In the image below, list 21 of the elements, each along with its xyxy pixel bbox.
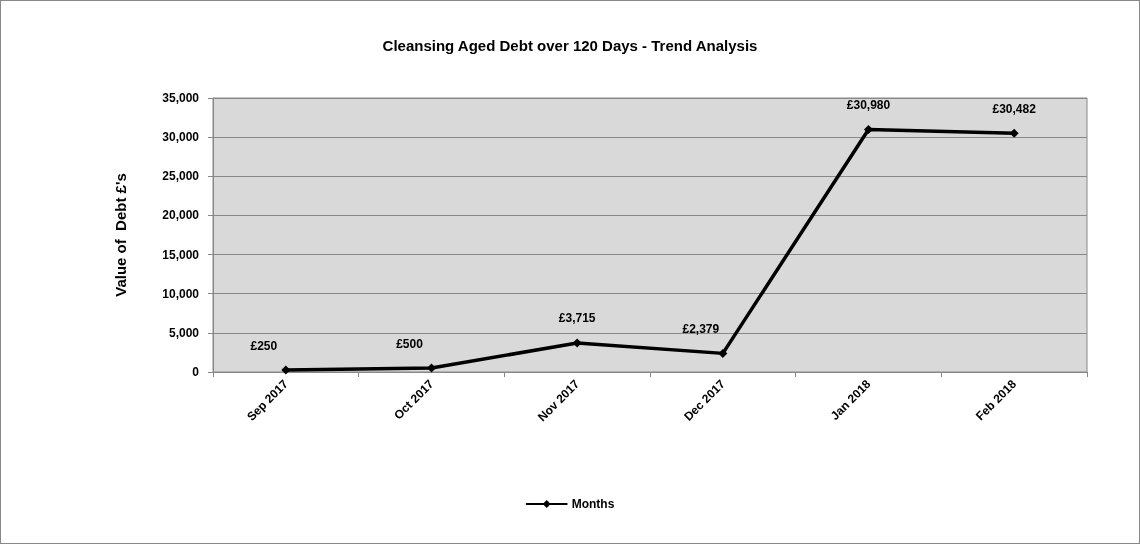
chart-title: Cleansing Aged Debt over 120 Days - Trend Analysis bbox=[382, 37, 758, 54]
y-tick-label: 25,000 bbox=[162, 169, 200, 184]
y-tick-label: 20,000 bbox=[162, 208, 200, 223]
point bbox=[864, 124, 873, 134]
y-tick-label: 5,000 bbox=[168, 325, 200, 340]
y-tick-label: 10,000 bbox=[162, 286, 200, 301]
legend-label: Months bbox=[571, 497, 615, 511]
y-tick-label: 30,000 bbox=[162, 130, 200, 145]
data-label: £2,379 bbox=[682, 321, 720, 336]
y-tick-label: 35,000 bbox=[162, 91, 200, 105]
data-label: £500 bbox=[396, 336, 424, 351]
data-label: £30,482 bbox=[992, 101, 1037, 116]
point bbox=[718, 348, 728, 358]
y-tick-label: 15,000 bbox=[162, 247, 200, 262]
data-label: £3,715 bbox=[558, 311, 596, 326]
point bbox=[427, 363, 436, 373]
y-axis-title: Value of Debt £'s bbox=[112, 173, 129, 297]
y-tick-label: 0 bbox=[192, 365, 200, 379]
data-label: £30,980 bbox=[846, 97, 891, 112]
data-label: £250 bbox=[250, 338, 278, 353]
point bbox=[572, 338, 582, 348]
